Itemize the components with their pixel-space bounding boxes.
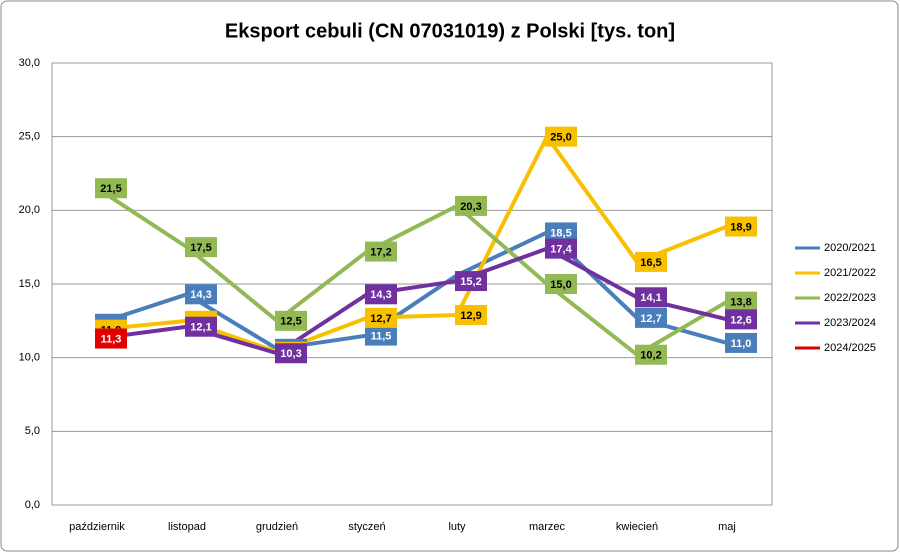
data-label: 12,7: [370, 313, 391, 325]
data-label-box: [95, 178, 127, 199]
data-label: 15,2: [460, 276, 481, 288]
data-label-box: [545, 274, 577, 294]
y-tick-label: 5,0: [25, 425, 40, 437]
data-label-box: [275, 310, 307, 331]
data-label-box: [365, 307, 397, 328]
data-label-box: [185, 284, 217, 305]
data-label: 10,3: [280, 348, 301, 360]
data-label: 17,2: [370, 246, 391, 258]
x-tick-label: grudzień: [256, 521, 298, 533]
data-label: 25,0: [550, 132, 571, 144]
data-label: 21,5: [100, 183, 121, 195]
data-label: 18,9: [730, 221, 751, 233]
data-label: 14,3: [190, 289, 211, 301]
data-label-box: [635, 307, 667, 328]
data-label: 17,5: [190, 242, 211, 254]
data-label-box: [365, 284, 397, 305]
data-label-box: [185, 316, 217, 337]
x-tick-label: listopad: [168, 521, 206, 533]
data-label-box: [455, 195, 487, 216]
data-label: 14,3: [370, 289, 391, 301]
data-label-box: [545, 126, 577, 147]
data-label-box: [545, 238, 577, 259]
y-tick-label: 15,0: [19, 278, 40, 290]
y-tick-label: 25,0: [19, 131, 40, 143]
legend-label: 2020/2021: [824, 242, 876, 254]
data-label: 12,6: [730, 314, 751, 326]
series-line: [95, 186, 729, 357]
data-label-box: [365, 241, 397, 262]
x-tick-label: maj: [718, 521, 736, 533]
data-label: 16,5: [640, 257, 661, 269]
y-tick-label: 0,0: [25, 499, 40, 511]
data-label-box: [365, 325, 397, 346]
data-label-box: [185, 237, 217, 258]
data-label: 18,5: [550, 227, 571, 239]
data-label: 11,5: [371, 330, 392, 342]
x-tick-label: styczeń: [348, 521, 385, 533]
data-label: 15,0: [550, 279, 571, 291]
data-label-box: [635, 251, 667, 272]
data-label: 14,1: [640, 292, 661, 304]
data-label-box: [455, 271, 487, 292]
data-label-box: [725, 332, 757, 353]
data-label: 12,7: [640, 313, 661, 325]
data-label-box: [635, 287, 667, 308]
data-label: 12,5: [280, 316, 301, 328]
data-label-box: [275, 343, 307, 364]
x-tick-label: kwiecień: [616, 521, 658, 533]
y-tick-label: 30,0: [19, 57, 40, 69]
data-label-box: [725, 309, 757, 330]
legend-label: 2022/2023: [824, 292, 876, 304]
legend-label: 2023/2024: [824, 317, 876, 329]
data-label: 20,3: [460, 201, 481, 213]
x-tick-label: październik: [69, 521, 125, 533]
x-tick-label: marzec: [529, 521, 566, 533]
y-tick-label: 20,0: [19, 204, 40, 216]
data-label: 11,3: [101, 333, 122, 345]
legend-label: 2024/2025: [824, 342, 876, 354]
data-label: 12,9: [460, 310, 481, 322]
legend-label: 2021/2022: [824, 267, 876, 279]
data-label: 13,8: [730, 297, 751, 309]
data-label: 10,2: [640, 350, 661, 362]
data-label-box: [95, 328, 127, 349]
y-tick-label: 10,0: [19, 352, 40, 364]
data-label-box: [635, 344, 667, 365]
data-label-box: [725, 216, 757, 237]
data-label-box: [455, 304, 487, 325]
data-label: 12,1: [190, 322, 211, 334]
data-label-box: [725, 291, 757, 312]
chart-title: Eksport cebuli (CN 07031019) z Polski [t…: [225, 20, 675, 42]
x-tick-label: luty: [448, 521, 466, 533]
data-label: 17,4: [550, 244, 572, 256]
data-label-box: [545, 222, 577, 243]
data-label: 11,0: [731, 338, 752, 350]
